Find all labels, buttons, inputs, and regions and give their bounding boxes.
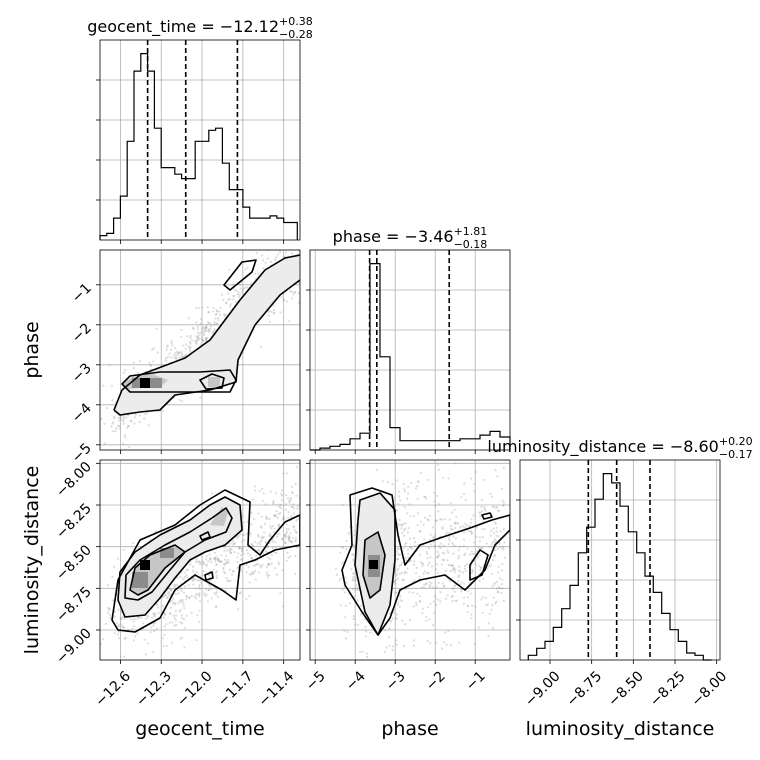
- panel-hist-geocent-time: [96, 39, 301, 244]
- x-tick-label: −8.25: [647, 668, 689, 710]
- histogram-geocent-time: [99, 53, 298, 240]
- x-tick-label: −8.50: [605, 668, 647, 710]
- ylabel-luminosity-distance: luminosity_distance: [21, 466, 43, 655]
- y-tick-label: −1: [69, 280, 95, 306]
- y-tick-label: −4: [69, 400, 95, 426]
- title-phase: phase = −3.46+1.81 −0.18: [333, 225, 488, 251]
- x-tick-label: −1: [463, 668, 489, 694]
- xlabel-luminosity-distance: luminosity_distance: [526, 718, 715, 740]
- ylabel-phase: phase: [21, 321, 43, 378]
- panel-luminosity-distance-vs-phase: −5 −4 −3 −2 −1: [303, 459, 511, 694]
- y-tick-label: −3: [69, 360, 95, 386]
- density-phase-vs-geocent-time: [100, 250, 300, 449]
- y-tick-label: −9.00: [53, 626, 95, 668]
- x-tick-label: −2: [423, 668, 449, 694]
- density-peak-marker: [140, 560, 150, 570]
- x-tick-label: −9.00: [522, 668, 564, 710]
- histogram-phase: [310, 263, 511, 451]
- title-geocent-time: geocent_time = −12.12+0.38 −0.28: [87, 15, 313, 41]
- panel-hist-phase: [306, 249, 511, 454]
- panel-hist-luminosity-distance: −9.00 −8.75 −8.50 −8.25 −8.00: [516, 459, 731, 710]
- x-tick-label: −11.4: [256, 668, 298, 710]
- title-luminosity-distance: luminosity_distance = −8.60+0.20 −0.17: [487, 435, 752, 461]
- panel-luminosity-distance-vs-geocent-time: −9.00−8.75−8.50−8.25−8.00 −12.6 −12.3 −12.…: [53, 459, 301, 710]
- x-tick-label: −5: [303, 668, 329, 694]
- x-tick-label: −12.3: [133, 668, 175, 710]
- density-luminosity-distance-vs-geocent-time: [100, 466, 300, 658]
- xlabel-phase: phase: [381, 718, 438, 740]
- density-peak-marker: [369, 560, 378, 569]
- y-tick-label: −2: [69, 320, 95, 346]
- panel-phase-vs-geocent-time: −5−4−3−2−1: [69, 249, 301, 466]
- x-tick-label: −4: [343, 668, 369, 694]
- density-peak-marker: [140, 378, 150, 388]
- xlabel-geocent-time: geocent_time: [135, 718, 264, 740]
- density-luminosity-distance-vs-phase: [334, 460, 510, 659]
- y-tick-label: −8.25: [53, 501, 95, 543]
- y-tick-label: −8.50: [53, 542, 95, 584]
- x-tick-label: −3: [383, 668, 409, 694]
- x-tick-label: −11.7: [215, 668, 257, 710]
- x-tick-label: −12.6: [92, 668, 134, 710]
- x-tick-label: −12.0: [174, 668, 216, 710]
- histogram-luminosity-distance: [527, 473, 712, 661]
- y-tick-label: −8.00: [53, 459, 95, 501]
- x-tick-label: −8.00: [689, 668, 731, 710]
- x-tick-label: −8.75: [564, 668, 606, 710]
- y-tick-label: −8.75: [53, 584, 95, 626]
